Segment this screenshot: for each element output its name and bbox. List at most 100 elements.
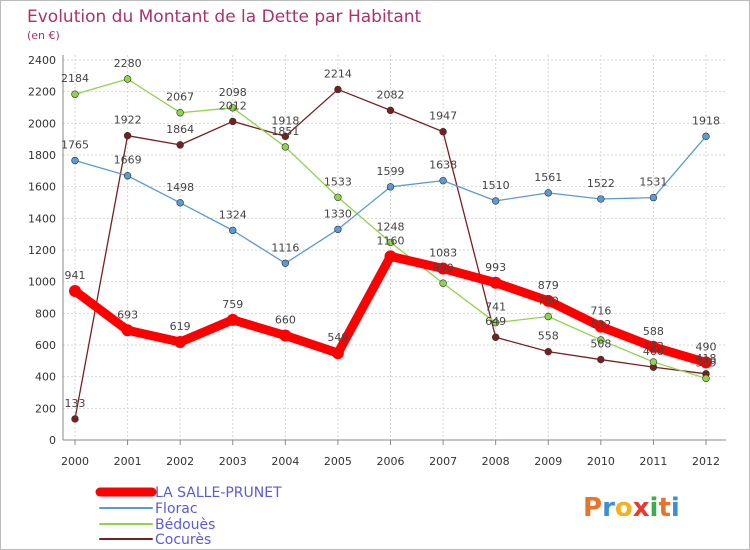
data-label: 1533: [324, 175, 352, 188]
legend-label: LA SALLE-PRUNET: [155, 485, 282, 501]
data-label: 1851: [271, 125, 299, 138]
data-point: [491, 197, 500, 205]
data-point: [386, 183, 395, 191]
x-tick-label: 2007: [429, 455, 457, 468]
data-label: 1918: [692, 114, 720, 127]
series-lines: [69, 75, 712, 423]
x-tick-label: 2006: [377, 455, 405, 468]
data-point: [174, 335, 187, 348]
data-label: 508: [590, 338, 611, 351]
data-point: [489, 276, 502, 289]
data-label: 619: [170, 320, 191, 333]
data-label: 493: [643, 340, 664, 353]
data-label: 741: [485, 301, 506, 314]
data-label: 2184: [61, 72, 89, 85]
data-point: [123, 172, 132, 180]
data-point: [702, 132, 710, 141]
y-tick-label: 400: [35, 371, 56, 384]
data-point: [123, 75, 132, 83]
y-tick-label: 1400: [28, 212, 56, 225]
data-label: 558: [538, 330, 559, 343]
x-tick-label: 2000: [61, 455, 89, 468]
y-tick-label: 2400: [28, 54, 56, 67]
data-point: [71, 90, 79, 98]
data-label: 1947: [429, 110, 457, 123]
data-point: [69, 285, 81, 298]
data-label: 1248: [377, 220, 405, 233]
x-tick-label: 2009: [534, 455, 562, 468]
y-tick-label: 1000: [28, 276, 56, 289]
data-label: 2067: [166, 91, 194, 104]
data-label: 693: [117, 308, 138, 321]
data-label: 993: [485, 261, 506, 274]
axes: 0 200 400 600 800 1000 1200 1400 1600 1800 2000 220…: [28, 54, 726, 468]
y-tick-label: 800: [35, 307, 56, 320]
legend-label: Bédouès: [155, 517, 215, 533]
data-point: [491, 333, 500, 341]
data-point: [176, 141, 184, 149]
y-tick-label: 200: [35, 402, 56, 415]
data-point: [229, 226, 237, 235]
data-label: 990: [433, 261, 454, 274]
data-point: [439, 279, 447, 287]
x-tick-label: 2005: [324, 455, 352, 468]
data-label: 389: [696, 356, 717, 369]
data-label: 1922: [114, 114, 142, 127]
data-point: [229, 117, 237, 126]
logo-letter: i: [671, 493, 680, 523]
chart-title: Evolution du Montant de la Dette par Hab…: [27, 7, 422, 27]
x-tick-label: 2001: [114, 455, 142, 468]
data-point: [121, 324, 134, 337]
data-label: 1599: [377, 165, 405, 178]
data-point: [281, 143, 290, 151]
data-label: 1765: [61, 139, 89, 152]
data-label: 2280: [114, 57, 142, 70]
legend-label: Florac: [155, 501, 198, 517]
logo-letter: t: [658, 493, 670, 523]
data-point: [439, 128, 447, 136]
data-label: 941: [65, 269, 86, 282]
logo-letter: o: [615, 493, 633, 523]
data-point: [384, 250, 397, 263]
data-point: [334, 225, 342, 234]
data-label: 2214: [324, 67, 352, 80]
data-point: [226, 313, 239, 326]
data-point: [281, 259, 290, 267]
data-point: [649, 358, 658, 366]
logo-letter: P: [583, 493, 602, 523]
data-point: [597, 336, 605, 344]
data-label: 2012: [219, 99, 247, 112]
data-label: 2082: [377, 88, 405, 101]
data-label: 1638: [429, 159, 457, 172]
y-tick-label: 2000: [28, 117, 56, 130]
data-label: 588: [643, 325, 664, 338]
data-point: [647, 340, 660, 353]
data-point: [229, 104, 237, 112]
data-label: 716: [590, 305, 611, 318]
data-label: 1522: [587, 177, 615, 190]
data-label: 133: [65, 397, 86, 410]
data-point: [700, 356, 712, 369]
data-point: [334, 85, 342, 94]
data-point: [386, 238, 395, 247]
proxiti-logo: Proxiti: [583, 493, 680, 523]
data-point: [597, 195, 605, 203]
data-point: [279, 329, 292, 342]
logo-letter: i: [650, 493, 659, 523]
data-label: 1561: [534, 171, 562, 184]
data-point: [331, 347, 344, 360]
data-point: [491, 318, 500, 327]
data-label: 1510: [482, 179, 510, 192]
data-label: 1531: [639, 176, 667, 189]
data-point: [544, 189, 552, 197]
data-label: 759: [222, 298, 243, 311]
data-point: [123, 131, 132, 140]
data-label: 1160: [377, 234, 405, 247]
x-tick-label: 2008: [482, 455, 510, 468]
data-point: [71, 415, 79, 423]
data-label: 632: [590, 318, 611, 331]
data-point: [334, 193, 342, 201]
